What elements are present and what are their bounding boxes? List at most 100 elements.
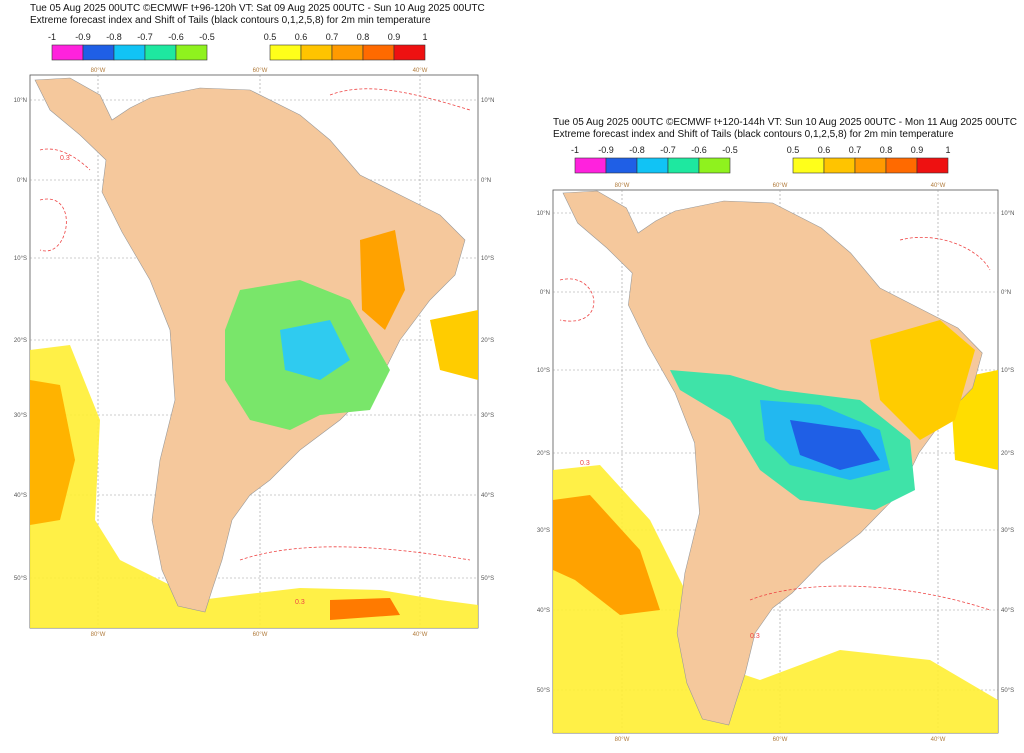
latitude-label: 30°S	[537, 528, 550, 534]
latitude-label: 40°S	[481, 493, 494, 499]
longitude-label: 60°W	[253, 632, 268, 638]
colorbar-legend: -1 -0.9 -0.8 -0.7 -0.6 -0.5 0.5 0.6 0.7 0.8 0.9 1	[48, 32, 428, 61]
efi-cold-region	[280, 320, 350, 380]
colorbar-tick-label: -0.8	[629, 145, 645, 155]
latitude-label: 10°N	[14, 98, 27, 104]
colorbar-tick-label: 0.6	[818, 145, 831, 155]
colorbar-tick-label: -0.5	[722, 145, 738, 155]
latitude-label: 40°S	[537, 608, 550, 614]
latitude-label: 40°S	[14, 493, 27, 499]
latitude-label: 0°N	[17, 178, 27, 184]
colorbar-swatch	[667, 157, 700, 174]
colorbar-swatch	[792, 157, 825, 174]
latitude-label: 20°S	[481, 338, 494, 344]
latitude-label: 20°S	[1001, 451, 1014, 457]
colorbar-tick-label: 0.6	[295, 32, 308, 42]
colorbar-tick-label: 0.8	[357, 32, 370, 42]
contour-label: 0.3	[750, 633, 760, 640]
colorbar-swatch	[175, 44, 208, 61]
contour-label: 0.3	[295, 599, 305, 606]
colorbar-tick-label: 1	[422, 32, 427, 42]
map-title-line1: Tue 05 Aug 2025 00UTC ©ECMWF t+96-120h V…	[30, 3, 485, 14]
colorbar-swatch	[82, 44, 115, 61]
latitude-label: 50°S	[481, 576, 494, 582]
colorbar-swatch	[331, 44, 364, 61]
latitude-label: 10°S	[14, 256, 27, 262]
colorbar-swatch	[144, 44, 177, 61]
colorbar-tick-label: 0.8	[880, 145, 893, 155]
map-title-line1: Tue 05 Aug 2025 00UTC ©ECMWF t+120-144h …	[553, 117, 1017, 128]
efi-warm-region	[30, 345, 478, 628]
latitude-label: 10°S	[537, 368, 550, 374]
efi-warm-region	[30, 380, 75, 525]
map-title-line2: Extreme forecast index and Shift of Tail…	[553, 129, 954, 140]
latitude-label: 10°S	[1001, 368, 1014, 374]
colorbar-tick-label: -0.8	[106, 32, 122, 42]
efi-warm-region	[430, 310, 478, 380]
colorbar-tick-label: -0.9	[598, 145, 614, 155]
latitude-label: 40°S	[1001, 608, 1014, 614]
colorbar-swatch	[698, 157, 731, 174]
longitude-label: 40°W	[931, 183, 946, 189]
colorbar-tick-label: -0.6	[691, 145, 707, 155]
colorbar-swatch	[393, 44, 426, 61]
map-title-line2: Extreme forecast index and Shift of Tail…	[30, 15, 431, 26]
colorbar-tick-label: -0.7	[660, 145, 676, 155]
colorbar-swatch	[113, 44, 146, 61]
contour-label: 0.3	[580, 460, 590, 467]
longitude-label: 80°W	[91, 632, 106, 638]
latitude-label: 50°S	[537, 688, 550, 694]
map-right: Tue 05 Aug 2025 00UTC ©ECMWF t+120-144h …	[537, 117, 1017, 743]
latitude-label: 20°S	[537, 451, 550, 457]
colorbar-tick-label: -0.5	[199, 32, 215, 42]
efi-cold-region	[790, 420, 880, 470]
latitude-label: 30°S	[1001, 528, 1014, 534]
colorbar-tick-label: 0.5	[787, 145, 800, 155]
latitude-label: 0°N	[540, 290, 550, 296]
colorbar-tick-label: -0.7	[137, 32, 153, 42]
efi-warm-region	[553, 465, 998, 733]
efi-0.3-contour	[39, 88, 471, 561]
latitude-label: 0°N	[1001, 290, 1011, 296]
map-left: Tue 05 Aug 2025 00UTC ©ECMWF t+96-120h V…	[14, 3, 495, 638]
longitude-label: 80°W	[91, 68, 106, 74]
colorbar-tick-label: 0.7	[849, 145, 862, 155]
colorbar-swatch	[362, 44, 395, 61]
colorbar-swatch	[636, 157, 669, 174]
latitude-label: 10°N	[537, 211, 550, 217]
colorbar-swatch	[574, 157, 607, 174]
longitude-label: 60°W	[773, 737, 788, 743]
colorbar-tick-label: -0.6	[168, 32, 184, 42]
colorbar-tick-label: -1	[571, 145, 579, 155]
latitude-label: 30°S	[14, 413, 27, 419]
colorbar-tick-label: -1	[48, 32, 56, 42]
latitude-label: 50°S	[1001, 688, 1014, 694]
colorbar-swatch	[854, 157, 887, 174]
longitude-label: 60°W	[253, 68, 268, 74]
colorbar-swatch	[605, 157, 638, 174]
colorbar-tick-label: -0.9	[75, 32, 91, 42]
latitude-label: 10°N	[481, 98, 494, 104]
colorbar-swatch	[269, 44, 302, 61]
latitude-label: 0°N	[481, 178, 491, 184]
colorbar-tick-label: 0.7	[326, 32, 339, 42]
colorbar-tick-label: 0.9	[388, 32, 401, 42]
colorbar-swatch	[885, 157, 918, 174]
efi-warm-region	[330, 598, 400, 620]
longitude-label: 40°W	[931, 737, 946, 743]
latitude-label: 20°S	[14, 338, 27, 344]
colorbar-legend: -1 -0.9 -0.8 -0.7 -0.6 -0.5 0.5 0.6 0.7 0.8 0.9 1	[571, 145, 951, 174]
latitude-label: 10°N	[1001, 211, 1014, 217]
contour-label: 0.3	[60, 155, 70, 162]
latitude-label: 10°S	[481, 256, 494, 262]
efi-0.3-contour	[559, 236, 991, 611]
colorbar-tick-label: 1	[945, 145, 950, 155]
longitude-label: 80°W	[615, 183, 630, 189]
longitude-label: 80°W	[615, 737, 630, 743]
colorbar-swatch	[300, 44, 333, 61]
latitude-label: 50°S	[14, 576, 27, 582]
colorbar-swatch	[823, 157, 856, 174]
efi-warm-region	[870, 320, 975, 440]
longitude-label: 40°W	[413, 632, 428, 638]
